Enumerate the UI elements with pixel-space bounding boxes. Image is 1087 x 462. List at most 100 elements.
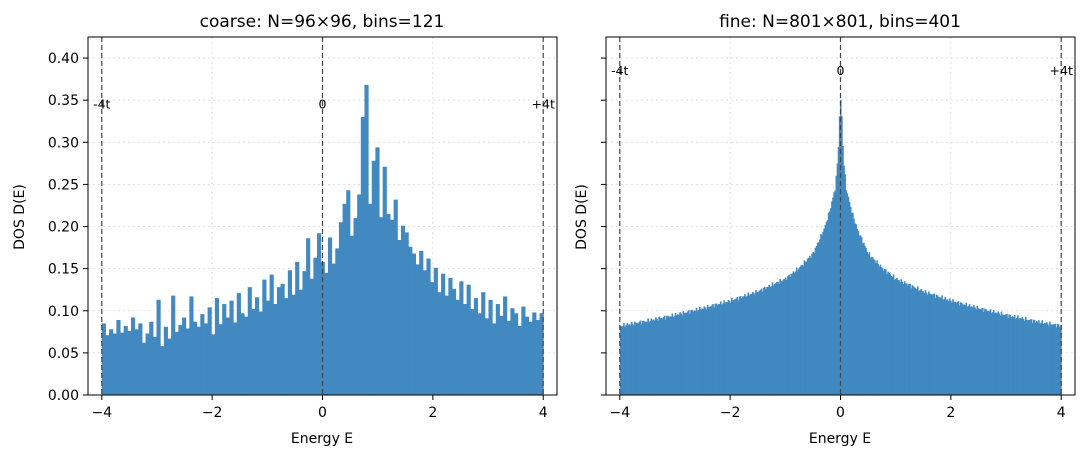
bar: [784, 277, 787, 395]
bar: [795, 267, 798, 395]
bar: [661, 318, 664, 395]
x-tick-label: −4: [91, 405, 112, 421]
bar: [1054, 323, 1057, 395]
bar: [411, 253, 417, 395]
bar: [806, 258, 809, 395]
bar: [426, 258, 431, 395]
bar: [861, 243, 864, 395]
bar: [342, 203, 347, 395]
bar: [716, 305, 719, 395]
bar: [631, 323, 634, 395]
bar: [878, 266, 881, 395]
bar: [757, 292, 759, 395]
bar: [441, 273, 446, 395]
bar: [947, 300, 950, 395]
bar: [1039, 323, 1041, 395]
bar: [857, 230, 860, 395]
bar: [669, 316, 671, 395]
bar: [327, 237, 333, 395]
bar: [149, 321, 154, 395]
bar: [794, 271, 797, 395]
bar: [992, 309, 995, 395]
bar: [817, 242, 820, 395]
reference-lines: -4t 0 +4t: [611, 37, 1073, 395]
bar: [1021, 317, 1024, 395]
histogram-bars: [619, 100, 1062, 396]
bar: [646, 321, 648, 395]
bar: [707, 306, 710, 395]
bar: [826, 220, 829, 395]
bar: [462, 304, 468, 395]
bar: [762, 287, 765, 395]
bar: [273, 304, 278, 395]
bar: [841, 116, 843, 396]
bar: [1016, 317, 1018, 395]
bar: [357, 194, 362, 395]
bar: [965, 302, 968, 395]
bar: [968, 303, 971, 395]
bar: [853, 218, 855, 395]
bar: [1020, 318, 1023, 395]
bar: [470, 309, 475, 395]
bar: [892, 274, 895, 395]
bar: [758, 290, 761, 395]
bar: [781, 281, 784, 395]
bar: [671, 313, 674, 395]
bar: [708, 306, 711, 395]
bar: [695, 307, 698, 395]
bar: [890, 275, 893, 395]
bar: [760, 288, 763, 395]
bar: [419, 250, 424, 395]
bar: [747, 292, 750, 395]
bar: [702, 308, 704, 395]
bar: [954, 301, 957, 395]
bar: [844, 174, 846, 395]
bar: [778, 283, 780, 395]
bar: [1019, 317, 1021, 395]
bar: [805, 261, 808, 395]
bar: [167, 338, 172, 395]
bar: [952, 299, 954, 395]
bar: [704, 307, 707, 395]
bar: [1033, 319, 1036, 395]
bar: [729, 302, 732, 395]
bar: [1035, 321, 1038, 395]
bar: [911, 285, 914, 395]
bar: [276, 287, 282, 395]
vline-label-1: 0: [319, 97, 327, 112]
bar: [800, 265, 802, 395]
bar: [510, 308, 515, 395]
bar: [827, 212, 830, 395]
bar: [987, 310, 990, 395]
bar: [653, 320, 656, 395]
bar: [882, 270, 885, 395]
bar: [710, 306, 712, 395]
bar: [803, 260, 806, 395]
bar: [685, 312, 688, 395]
bar: [866, 251, 868, 395]
bar: [847, 196, 850, 395]
bar: [247, 287, 252, 395]
bar: [787, 275, 789, 395]
bar: [364, 85, 369, 396]
bar: [624, 326, 626, 395]
bar: [324, 272, 329, 395]
bar: [360, 117, 365, 395]
bar: [973, 305, 975, 395]
y-tick-label: 0.25: [48, 177, 79, 193]
bar: [934, 297, 937, 395]
bar: [229, 300, 234, 395]
bar: [200, 314, 205, 395]
bar: [338, 222, 344, 395]
bar: [1002, 314, 1005, 395]
bar: [772, 285, 775, 395]
bar: [1028, 319, 1030, 395]
bar: [368, 203, 373, 395]
bar: [846, 193, 849, 395]
bar: [923, 292, 926, 395]
bar: [677, 314, 679, 395]
bar: [859, 235, 862, 395]
bar: [141, 342, 147, 395]
bar: [877, 263, 879, 395]
bar: [967, 305, 970, 395]
